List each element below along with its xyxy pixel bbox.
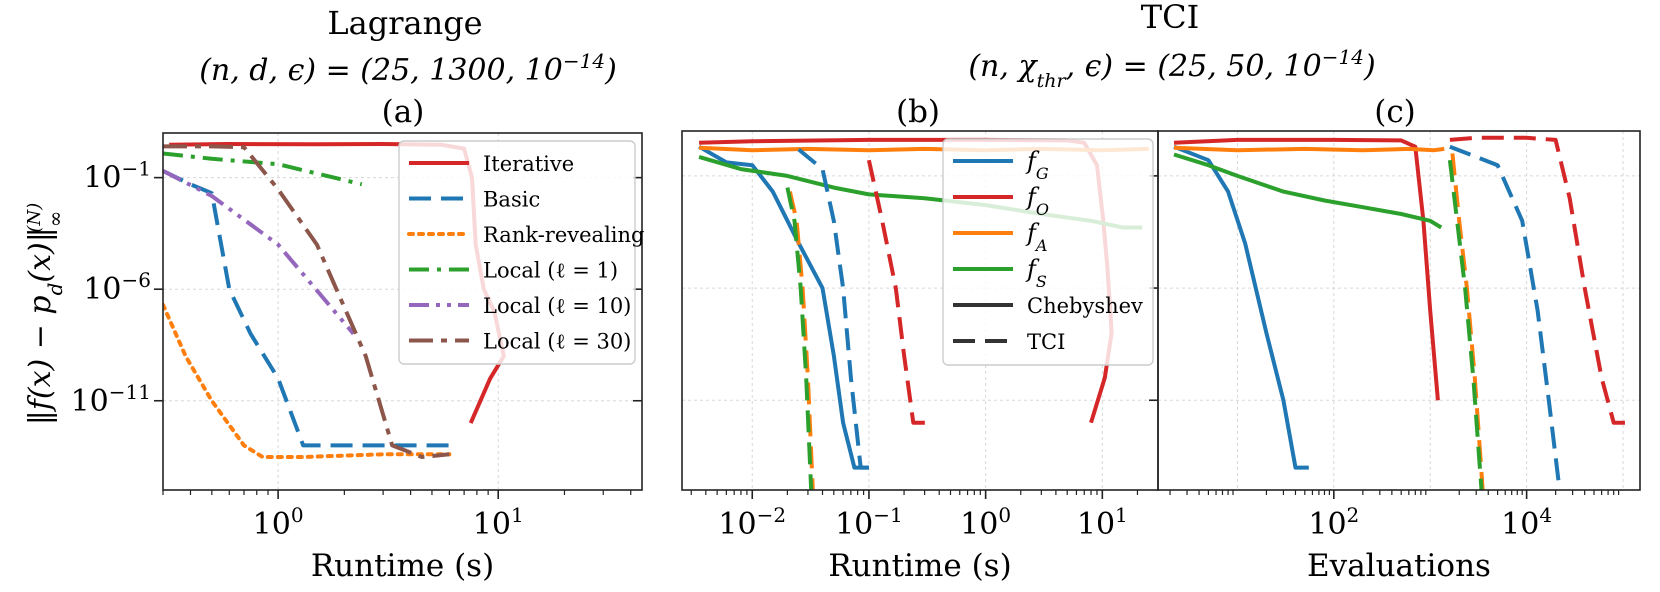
series-line — [1173, 152, 1443, 230]
series-line — [163, 169, 450, 448]
legend-label: Local (ℓ = 10) — [483, 294, 631, 318]
series-line — [1447, 159, 1484, 490]
x-tick-label: 101 — [473, 503, 524, 542]
series-line — [1449, 135, 1631, 425]
legend-label: Chebyshev — [1027, 294, 1143, 318]
x-tick-label: 100 — [960, 503, 1011, 542]
legend-label: Iterative — [483, 152, 574, 176]
left-params-title: (n, d, ϵ) = (25, 1300, 10−14) — [199, 49, 617, 88]
y-axis-label: ‖f(x) − pd(x)‖∞(N) — [23, 203, 67, 425]
series-line — [163, 302, 452, 459]
legend-label: Rank-revealing — [483, 223, 644, 247]
x-axis-label: Runtime (s) — [311, 548, 494, 584]
y-tick-label: 10−1 — [83, 157, 151, 196]
series-line — [797, 147, 869, 470]
grid-c — [1158, 131, 1640, 490]
y-tick-label: 10−11 — [71, 380, 151, 419]
series-line — [1173, 137, 1440, 401]
x-tick-label: 101 — [1077, 503, 1128, 542]
left-main-title: Lagrange — [327, 4, 482, 42]
legend-label: Local (ℓ = 1) — [483, 259, 618, 283]
x-tick-label: 102 — [1308, 503, 1359, 542]
legend-label: Basic — [483, 188, 540, 212]
x-tick-label: 10−2 — [718, 503, 786, 542]
right-main-title: TCI — [1141, 0, 1199, 36]
grid-a — [163, 133, 642, 490]
series-line — [1173, 144, 1309, 470]
x-tick-label: 10−1 — [835, 503, 903, 542]
series-line — [163, 144, 450, 459]
legend-a: Iterative Basic Rank-revealing Local (ℓ = 1… — [398, 140, 644, 365]
right-params-title: (n, χthr, ϵ) = (25, 50, 10−14) — [968, 45, 1375, 92]
series-line — [866, 159, 933, 425]
axes-frame — [1157, 130, 1641, 491]
panel-title: (b) — [896, 94, 940, 130]
x-tick-label: 104 — [1501, 503, 1552, 542]
series-line — [1449, 144, 1562, 490]
x-axis-label: Runtime (s) — [828, 548, 1011, 584]
series-line — [1173, 145, 1445, 153]
panel-c: 102 104 Evaluations (c) — [1157, 94, 1641, 584]
series-line — [163, 169, 356, 336]
series-line — [698, 144, 869, 470]
series-line — [163, 151, 363, 187]
series-line — [785, 187, 814, 490]
series-group-c — [1173, 135, 1631, 490]
x-tick-label: 100 — [253, 503, 304, 542]
axes-frame — [162, 132, 643, 491]
panel-a: 100 101 10−1 10−6 10−11 Runtime (s) (a) Iterati… — [71, 94, 645, 584]
y-tick-label: 10−6 — [83, 268, 151, 307]
x-axis-label: Evaluations — [1307, 548, 1491, 584]
legend-label: TCI — [1027, 330, 1065, 354]
panel-title: (a) — [382, 94, 425, 130]
legend-label: Local (ℓ = 30) — [483, 330, 631, 354]
panel-title: (c) — [1374, 94, 1416, 130]
